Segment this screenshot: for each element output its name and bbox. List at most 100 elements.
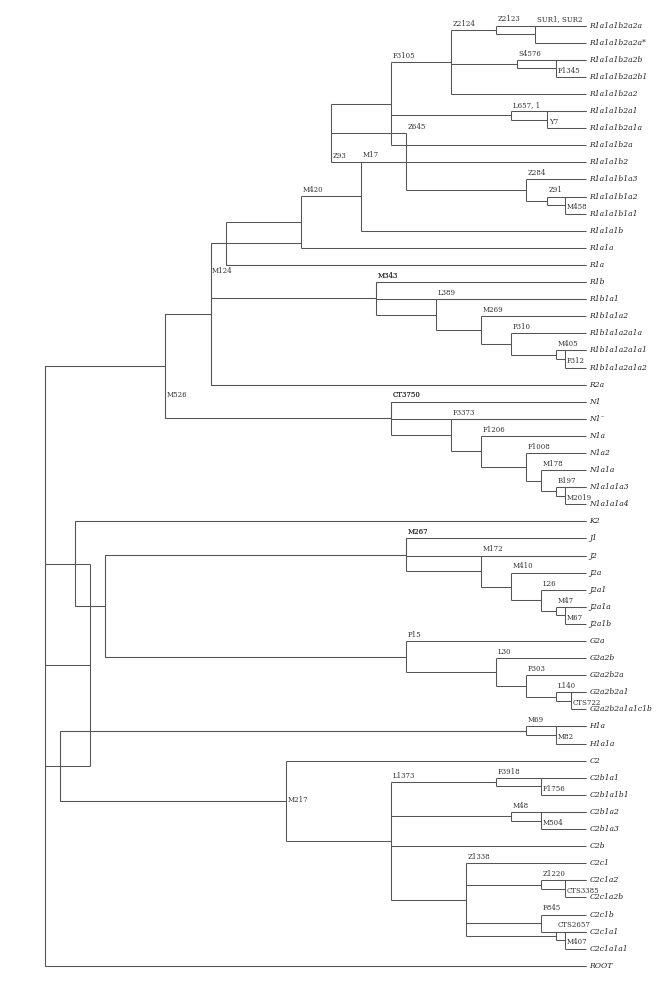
- Text: Z91: Z91: [549, 186, 562, 194]
- Text: R1a1a1b1a1: R1a1a1b1a1: [589, 210, 638, 218]
- Text: Z1338: Z1338: [468, 853, 490, 861]
- Text: Y7: Y7: [549, 118, 558, 126]
- Text: CTS3385: CTS3385: [567, 887, 599, 895]
- Text: Z93: Z93: [332, 152, 346, 160]
- Text: L1373: L1373: [392, 772, 415, 780]
- Text: G2a: G2a: [589, 637, 605, 645]
- Text: CT3750: CT3750: [392, 391, 420, 399]
- Text: J1: J1: [589, 534, 597, 542]
- Text: M343: M343: [377, 272, 397, 280]
- Text: R1a1a: R1a1a: [589, 244, 614, 252]
- Text: R1a1a1b: R1a1a1b: [589, 227, 624, 235]
- Text: F3105: F3105: [392, 52, 415, 60]
- Text: R1b1a1a2a1a1: R1b1a1a2a1a1: [589, 346, 647, 354]
- Text: J2: J2: [589, 552, 597, 560]
- Text: M82: M82: [558, 733, 574, 741]
- Text: C2: C2: [589, 757, 600, 765]
- Text: Z645: Z645: [407, 123, 426, 131]
- Text: R1a1a1b2: R1a1a1b2: [589, 158, 629, 166]
- Text: F1008: F1008: [528, 443, 550, 451]
- Text: R1a1a1b2a: R1a1a1b2a: [589, 141, 633, 149]
- Text: K2: K2: [589, 517, 600, 525]
- Text: R1b1a1a2: R1b1a1a2: [589, 312, 629, 320]
- Text: R1b: R1b: [589, 278, 605, 286]
- Text: M2019: M2019: [567, 494, 592, 502]
- Text: F1756: F1756: [543, 785, 566, 793]
- Text: C2b: C2b: [589, 842, 605, 850]
- Text: H1a1a: H1a1a: [589, 740, 615, 748]
- Text: R1a1a1b2a1a: R1a1a1b2a1a: [589, 124, 643, 132]
- Text: P310: P310: [513, 323, 531, 331]
- Text: R1a1a1b2a2a*: R1a1a1b2a2a*: [589, 39, 647, 47]
- Text: M504: M504: [543, 819, 563, 827]
- Text: F1345: F1345: [558, 67, 580, 75]
- Text: B197: B197: [558, 477, 576, 485]
- Text: J2a1a: J2a1a: [589, 603, 611, 611]
- Text: R1b1a1a2a1a2: R1b1a1a2a1a2: [589, 364, 647, 372]
- Text: G2a2b2a1a1c1b: G2a2b2a1a1c1b: [589, 705, 652, 713]
- Text: N1a1a1a3: N1a1a1a3: [589, 483, 629, 491]
- Text: C2c1a1a1: C2c1a1a1: [589, 945, 628, 953]
- Text: M69: M69: [528, 716, 544, 724]
- Text: C2b1a1b1: C2b1a1b1: [589, 791, 629, 799]
- Text: L30: L30: [498, 648, 511, 656]
- Text: P312: P312: [567, 357, 585, 365]
- Text: R1a1a1b2a2b1: R1a1a1b2a2b1: [589, 73, 648, 81]
- Text: M405: M405: [558, 340, 578, 348]
- Text: CTS2657: CTS2657: [558, 921, 591, 929]
- Text: C2c1a2b: C2c1a2b: [589, 893, 623, 901]
- Text: M124: M124: [212, 267, 232, 275]
- Text: R1a1a1b1a3: R1a1a1b1a3: [589, 175, 638, 183]
- Text: C2b1a3: C2b1a3: [589, 825, 619, 833]
- Text: F3918: F3918: [498, 768, 520, 776]
- Text: M458: M458: [567, 203, 587, 211]
- Text: R1a1a1b2a2b: R1a1a1b2a2b: [589, 56, 643, 64]
- Text: N1⁻: N1⁻: [589, 415, 605, 423]
- Text: G2a2b2a1: G2a2b2a1: [589, 688, 629, 696]
- Text: C2c1: C2c1: [589, 859, 609, 867]
- Text: R2a: R2a: [589, 381, 605, 389]
- Text: CTS722: CTS722: [573, 699, 601, 707]
- Text: G2a2b2a: G2a2b2a: [589, 671, 624, 679]
- Text: M217: M217: [287, 796, 308, 804]
- Text: N1a2: N1a2: [589, 449, 611, 457]
- Text: M343: M343: [377, 272, 397, 280]
- Text: N1: N1: [589, 398, 601, 406]
- Text: F845: F845: [543, 904, 561, 912]
- Text: M172: M172: [483, 545, 503, 553]
- Text: L140: L140: [558, 682, 576, 690]
- Text: C2c1a2: C2c1a2: [589, 876, 619, 884]
- Text: M269: M269: [483, 306, 503, 314]
- Text: M17: M17: [362, 151, 379, 159]
- Text: G2a2b: G2a2b: [589, 654, 615, 662]
- Text: R1a: R1a: [589, 261, 605, 269]
- Text: M48: M48: [513, 802, 529, 810]
- Text: J2a1: J2a1: [589, 586, 607, 594]
- Text: N1a1a1a4: N1a1a1a4: [589, 500, 629, 508]
- Text: M526: M526: [167, 391, 188, 399]
- Text: N1a1a: N1a1a: [589, 466, 615, 474]
- Text: R1b1a1: R1b1a1: [589, 295, 619, 303]
- Text: P303: P303: [528, 665, 546, 673]
- Text: M267: M267: [407, 528, 428, 536]
- Text: R1b1a1a2a1a: R1b1a1a2a1a: [589, 329, 643, 337]
- Text: R1a1a1b2a2: R1a1a1b2a2: [589, 90, 638, 98]
- Text: L389: L389: [438, 289, 456, 297]
- Text: R1a1a1b1a2: R1a1a1b1a2: [589, 193, 638, 201]
- Text: J2a: J2a: [589, 569, 602, 577]
- Text: F1206: F1206: [483, 426, 506, 434]
- Text: Z2124: Z2124: [453, 20, 476, 28]
- Text: M267: M267: [407, 528, 428, 536]
- Text: C2b1a2: C2b1a2: [589, 808, 619, 816]
- Text: C2c1b: C2c1b: [589, 911, 614, 919]
- Text: L657, 1: L657, 1: [513, 101, 540, 109]
- Text: M420: M420: [302, 186, 323, 194]
- Text: ROOT: ROOT: [589, 962, 613, 970]
- Text: M410: M410: [513, 562, 533, 570]
- Text: S4576: S4576: [519, 50, 542, 58]
- Text: M47: M47: [558, 597, 574, 605]
- Text: C2b1a1: C2b1a1: [589, 774, 619, 782]
- Text: Z284: Z284: [528, 169, 546, 177]
- Text: M407: M407: [567, 938, 587, 946]
- Text: CT3750: CT3750: [392, 391, 420, 399]
